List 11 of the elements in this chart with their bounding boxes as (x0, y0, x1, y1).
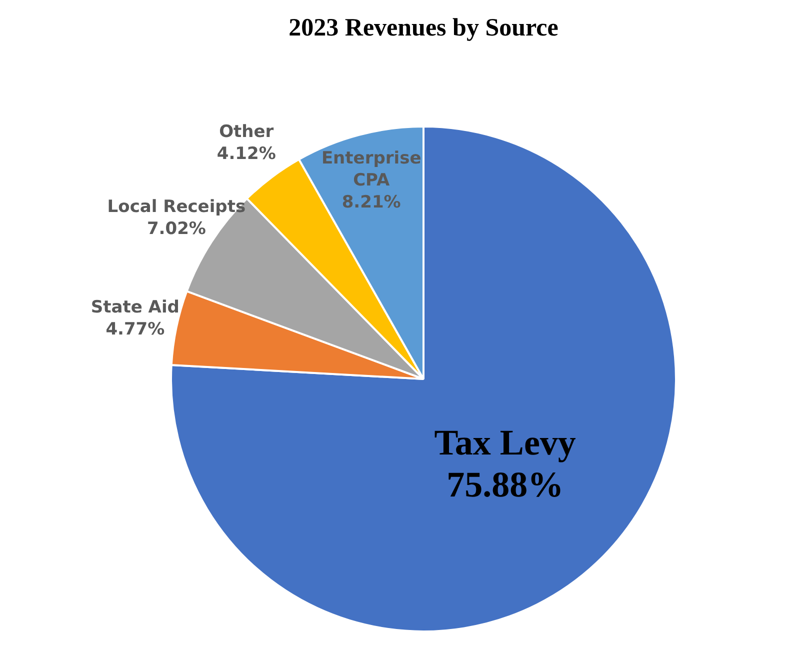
slice-label: Local Receipts (107, 197, 246, 218)
data-label: 4.77% (106, 319, 165, 340)
data-label: 75.88% (446, 464, 564, 504)
slice-label: Other (219, 122, 274, 142)
slice-label: State Aid (90, 297, 180, 318)
slice-label: Enterprise CPA (321, 148, 422, 191)
data-label: 8.21% (342, 192, 401, 213)
chart-title: 2023 Revenues by Source (288, 14, 558, 42)
data-label: 7.02% (146, 219, 206, 240)
data-label: 4.12% (216, 144, 276, 164)
slice-label: Tax Levy (434, 422, 576, 462)
